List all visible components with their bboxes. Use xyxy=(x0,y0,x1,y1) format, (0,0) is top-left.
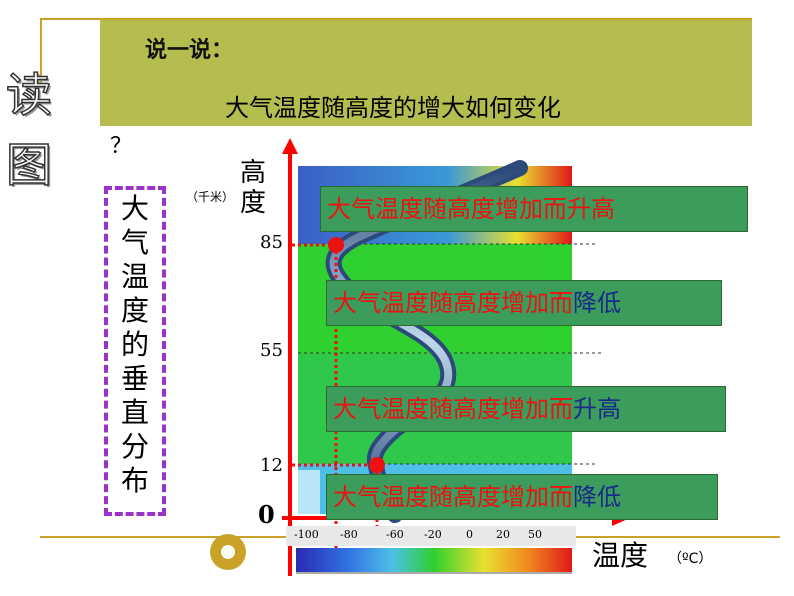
title-banner xyxy=(100,20,752,126)
layer-label-prefix: 大气温度随高度增加而 xyxy=(333,395,573,423)
left-frame-line xyxy=(40,18,42,84)
layer-label-trend: 升高 xyxy=(573,395,621,423)
band-troposphere-shade xyxy=(298,470,320,514)
layer-label-prefix: 大气温度随高度增加而 xyxy=(327,195,567,223)
temp-tick-label: 50 xyxy=(528,528,542,541)
layer-label-prefix: 大气温度随高度增加而 xyxy=(333,289,573,317)
temp-scale-bg xyxy=(286,526,576,546)
height-tick-12: 12 xyxy=(260,455,283,476)
temp-tick-label: -80 xyxy=(340,528,358,541)
layer-label-mesosphere: 大气温度随高度增加而降低 xyxy=(326,280,722,326)
height-axis-label: 高度 xyxy=(240,158,267,218)
layer-label-thermosphere: 大气温度随高度增加而升高 xyxy=(320,186,748,232)
layer-label-trend: 升高 xyxy=(567,195,615,223)
temp-tick-label: -60 xyxy=(386,528,404,541)
layer-label-stratosphere: 大气温度随高度增加而升高 xyxy=(326,386,726,432)
bullet-ring-center xyxy=(221,545,235,559)
marker-85 xyxy=(328,237,344,253)
marker-12 xyxy=(369,457,385,473)
temp-tick-label: -20 xyxy=(424,528,442,541)
temp-tick-label: 20 xyxy=(496,528,510,541)
layer-label-trend: 降低 xyxy=(573,289,621,317)
height-tick-55: 55 xyxy=(260,340,283,361)
temp-unit-label: （ºC） xyxy=(668,551,713,567)
temp-axis-label: 温度 xyxy=(592,539,649,572)
height-tick-85: 85 xyxy=(260,232,283,253)
temp-tick-label: -100 xyxy=(294,528,319,541)
top-rule xyxy=(40,18,752,20)
question-mark: ？ xyxy=(110,134,133,159)
temp-tick-label: 0 xyxy=(466,528,473,541)
layer-label-trend: 降低 xyxy=(573,483,621,511)
layer-label-troposphere: 大气温度随高度增加而降低 xyxy=(326,474,718,520)
vertical-label-frame xyxy=(104,186,166,516)
vertical-label: 大气温度的垂直分布 xyxy=(120,192,149,497)
origin-label: 0 xyxy=(258,500,275,529)
question-text: 大气温度随高度的增大如何变化 xyxy=(225,94,561,122)
height-axis-arrow xyxy=(282,138,298,154)
height-unit-label: （千米） xyxy=(186,190,235,204)
layer-label-prefix: 大气温度随高度增加而 xyxy=(333,483,573,511)
title-label: 说一说： xyxy=(145,37,234,63)
temp-color-bar xyxy=(296,548,572,572)
side-title: 读图 xyxy=(5,67,53,193)
